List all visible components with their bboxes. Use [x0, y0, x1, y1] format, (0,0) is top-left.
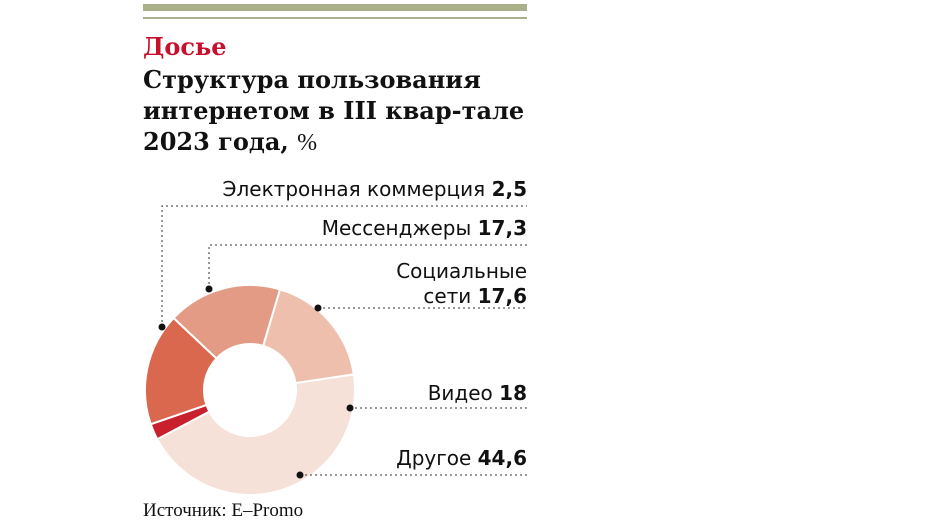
slice-5: [155, 373, 356, 496]
label-social: Социальные сети 17,6: [396, 259, 527, 309]
label-video-name: Видео: [427, 381, 493, 405]
donut-slices: [144, 284, 356, 496]
leader-ecommerce-line: [161, 205, 527, 327]
leader-lines: [158, 205, 527, 479]
leader-video-dot: [346, 404, 354, 412]
label-video-value: 18: [499, 381, 527, 405]
slice-2: [144, 316, 218, 426]
chart-title-text: Структура пользования интернетом в III к…: [143, 65, 525, 156]
label-ecommerce-name: Электронная коммерция: [222, 177, 486, 201]
label-social-line1: Социальные: [396, 259, 527, 283]
leader-messengers-dot: [205, 285, 213, 293]
leader-social-dot: [314, 304, 322, 312]
label-social-line2: сети: [423, 284, 472, 308]
slice-4: [261, 288, 355, 385]
leader-ecommerce-dot: [158, 323, 166, 331]
kicker: Досье: [143, 32, 227, 61]
leader-other-dot: [296, 471, 304, 479]
label-other-name: Другое: [396, 446, 472, 470]
label-messengers: Мессенджеры 17,3: [322, 216, 527, 241]
label-ecommerce-value: 2,5: [491, 177, 527, 201]
label-other-value: 44,6: [477, 446, 527, 470]
label-ecommerce: Электронная коммерция 2,5: [223, 177, 527, 202]
header-rule-thick: [143, 4, 527, 11]
label-messengers-name: Мессенджеры: [321, 216, 472, 240]
label-video: Видео 18: [428, 381, 527, 406]
chart-title: Структура пользования интернетом в III к…: [143, 64, 533, 159]
source-note: Источник: E–Promo: [143, 500, 304, 521]
label-other: Другое 44,6: [396, 446, 527, 471]
header-rule-thin: [143, 17, 527, 19]
label-social-line2-wrap: сети 17,6: [396, 284, 527, 309]
label-social-value: 17,6: [477, 284, 527, 308]
label-messengers-value: 17,3: [477, 216, 527, 240]
leader-messengers-line: [208, 244, 527, 289]
chart-title-unit: %: [297, 130, 318, 156]
